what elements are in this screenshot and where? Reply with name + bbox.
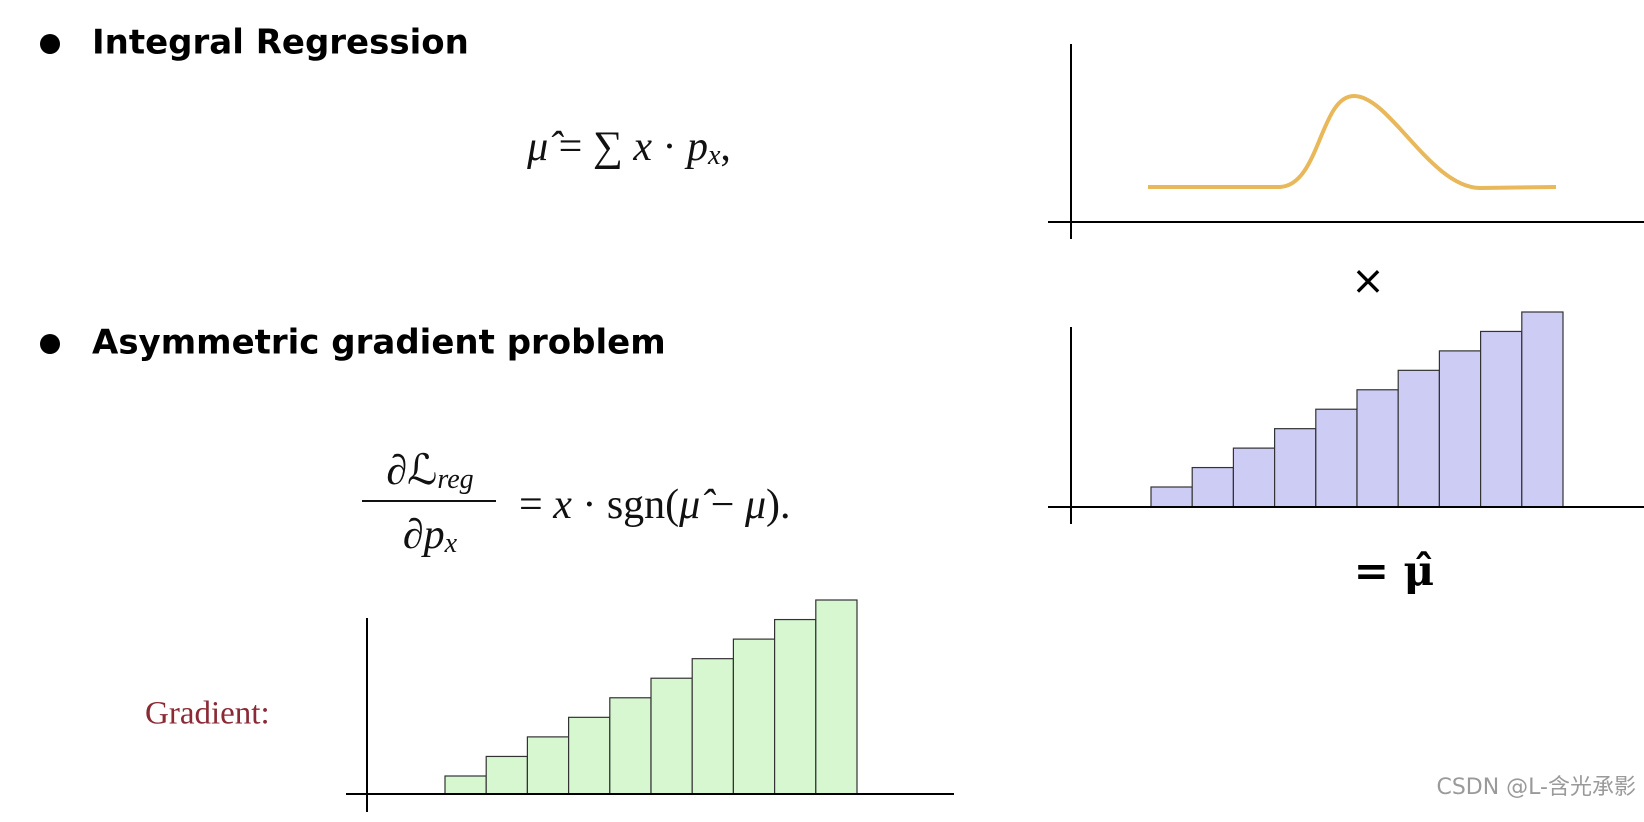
sketch-bar bbox=[1191, 466, 1234, 508]
distribution-curve bbox=[1148, 93, 1557, 191]
formula-part: · sgn( bbox=[572, 482, 679, 528]
sketch-bar bbox=[526, 736, 570, 795]
formula-part: · bbox=[652, 124, 687, 170]
sketch-bar bbox=[691, 658, 735, 795]
sketch-bar bbox=[444, 775, 487, 795]
result: = μ̂ bbox=[1354, 546, 1435, 595]
sketch-bar bbox=[773, 618, 817, 795]
formula-part: ∂ℒ bbox=[386, 448, 437, 494]
sketch-bar bbox=[1479, 330, 1523, 508]
formula-part: x bbox=[444, 528, 458, 559]
sketch-bar bbox=[1273, 428, 1317, 508]
formula-rhs: = x · sgn(μ̂ − μ). bbox=[519, 482, 791, 528]
heading: Asymmetric gradient problem bbox=[92, 323, 666, 363]
sketch-bar bbox=[650, 677, 693, 795]
formula-part: p bbox=[684, 124, 708, 170]
denominator: ∂px bbox=[403, 512, 458, 560]
sketch-bar bbox=[1356, 389, 1399, 508]
formula-part: = ∑ bbox=[548, 124, 633, 170]
formula-part: x bbox=[632, 124, 652, 170]
sketch-bar bbox=[1315, 408, 1358, 508]
sketch-bar bbox=[732, 638, 776, 795]
bullet bbox=[40, 334, 60, 354]
formula-part: x bbox=[707, 140, 721, 171]
formula: μ̂ = ∑ x · px, bbox=[526, 124, 731, 172]
formula-part: , bbox=[720, 124, 731, 170]
sketch-bar bbox=[485, 755, 529, 795]
gradient-label: Gradient: bbox=[145, 696, 270, 732]
heading: Integral Regression bbox=[92, 23, 469, 63]
numerator: ∂ℒreg bbox=[386, 448, 473, 496]
formula-part: = bbox=[519, 482, 553, 528]
formula-part: reg bbox=[437, 464, 473, 495]
bar-sketch bbox=[1150, 311, 1564, 508]
watermark: CSDN @L-含光承影 bbox=[1436, 775, 1636, 800]
formula-part: ). bbox=[766, 482, 791, 528]
formula-part: − bbox=[700, 482, 745, 528]
sketch-bar bbox=[1521, 311, 1564, 508]
sketch-bar bbox=[1150, 486, 1193, 508]
bar-sketch bbox=[444, 599, 858, 795]
sketch-bar bbox=[1438, 350, 1482, 508]
sketch-bar bbox=[1232, 447, 1276, 508]
formula-part: ∂p bbox=[403, 512, 445, 558]
times-symbol: × bbox=[1351, 258, 1385, 304]
bullet bbox=[40, 34, 60, 54]
sketch-bar bbox=[609, 697, 652, 795]
formula-part: x bbox=[552, 482, 572, 528]
sketch-bar bbox=[567, 716, 611, 795]
formula-part: μ bbox=[744, 482, 766, 528]
sketch-bar bbox=[815, 599, 858, 795]
sketch-bar bbox=[1397, 369, 1440, 508]
